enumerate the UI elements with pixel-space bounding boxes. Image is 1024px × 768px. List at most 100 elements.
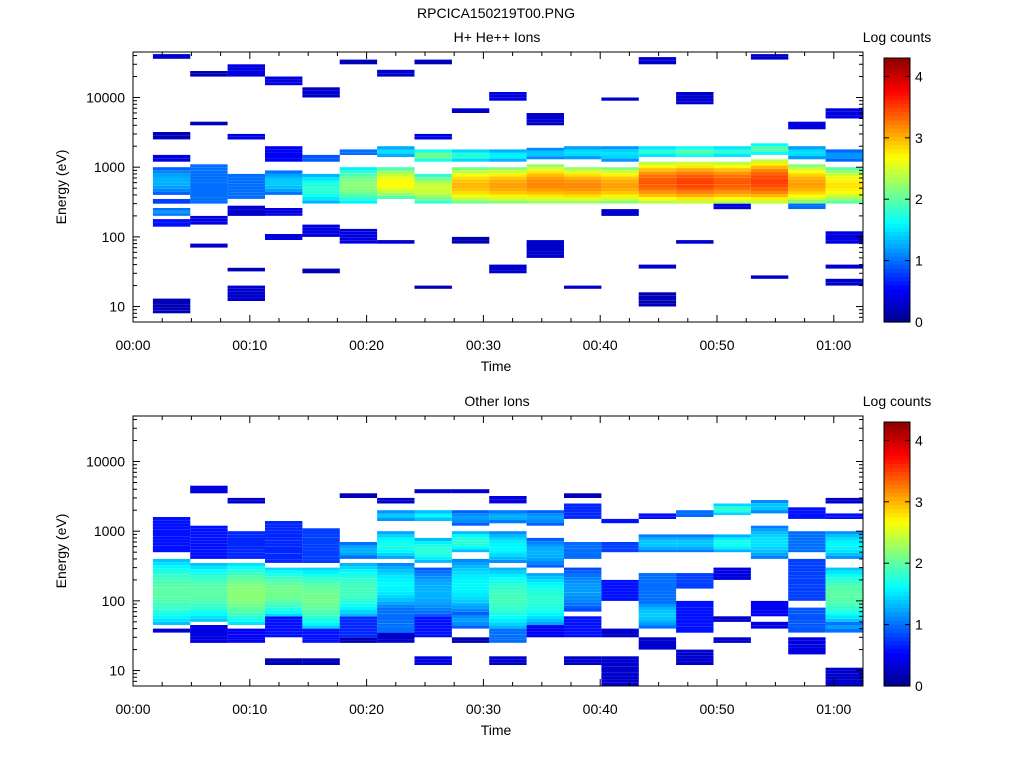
heatmap-cell (750, 168, 789, 172)
heatmap-cell (414, 582, 452, 586)
heatmap-cell (152, 599, 191, 603)
colorbar-swatch (884, 426, 910, 431)
heatmap-cell (377, 195, 415, 199)
heatmap-cell (564, 589, 602, 593)
heatmap-cell (750, 540, 789, 544)
heatmap-cell (750, 171, 789, 176)
heatmap-cell (564, 631, 602, 635)
heatmap-cell (489, 173, 527, 177)
heatmap-cell (227, 581, 265, 585)
heatmap-cell (788, 562, 826, 566)
heatmap-cell (638, 588, 677, 592)
heatmap-cell (676, 549, 714, 553)
colorbar-tick-label: 0 (915, 678, 923, 694)
heatmap-cell (713, 164, 751, 169)
heatmap-cell (601, 659, 639, 663)
colorbar-swatch (884, 161, 910, 166)
heatmap-cell (302, 580, 340, 584)
heatmap-cell (190, 525, 228, 529)
colorbar-swatch (884, 578, 910, 584)
heatmap-cell (750, 552, 789, 556)
heatmap-cell (152, 199, 191, 204)
colorbar-swatch (884, 177, 910, 183)
heatmap-cell (414, 662, 452, 665)
heatmap-cell (788, 194, 826, 198)
heatmap-cell (489, 599, 527, 603)
heatmap-cell (451, 593, 490, 597)
heatmap-cell (638, 174, 677, 178)
heatmap-cell (601, 200, 639, 204)
heatmap-cell (564, 185, 602, 189)
heatmap-cell (638, 168, 677, 172)
heatmap-cell (451, 574, 490, 578)
heatmap-cell (265, 567, 303, 571)
heatmap-cell (788, 125, 826, 130)
heatmap-cell (339, 631, 378, 635)
heatmap-cell (750, 531, 789, 535)
heatmap-cell (526, 564, 564, 568)
heatmap-cell (302, 615, 340, 619)
colorbar-tick-label: 2 (915, 191, 923, 207)
heatmap-cell (638, 597, 677, 601)
heatmap-cell (265, 579, 303, 583)
heatmap-cell (526, 246, 564, 249)
heatmap-cell (302, 183, 340, 188)
heatmap-cell (302, 590, 340, 594)
colorbar-swatch (884, 223, 910, 228)
heatmap-cell (265, 625, 303, 629)
heatmap-cell (526, 612, 564, 616)
heatmap-cell (526, 191, 564, 195)
heatmap-cell (302, 609, 340, 613)
heatmap-cell (227, 572, 265, 576)
heatmap-cell (227, 597, 265, 601)
heatmap-cell (302, 619, 340, 623)
heatmap-cell (489, 567, 527, 571)
heatmap-cell (377, 591, 415, 595)
heatmap-cell (414, 598, 452, 602)
heatmap-cell (638, 295, 677, 298)
heatmap-cell (564, 506, 602, 510)
heatmap-cell (190, 631, 228, 634)
heatmap-cell (676, 600, 714, 605)
heatmap-cell (713, 546, 751, 550)
heatmap-cell (601, 185, 639, 189)
heatmap-cell (526, 248, 564, 252)
heatmap-cell (265, 188, 303, 192)
heatmap-cell (377, 69, 415, 74)
colorbar-swatch (884, 422, 910, 427)
heatmap-cell (414, 631, 452, 635)
heatmap-cell (825, 516, 863, 519)
colorbar-swatch (884, 669, 910, 675)
heatmap-cell (676, 610, 714, 614)
heatmap-cell (227, 549, 265, 553)
heatmap-cell (377, 629, 415, 633)
heatmap-cell (638, 585, 677, 589)
heatmap-cell (526, 628, 564, 632)
heatmap-cell (489, 570, 527, 574)
heatmap-cell (339, 200, 378, 204)
heatmap-cell (265, 619, 303, 623)
heatmap-cell (302, 173, 340, 178)
heatmap-cell (825, 155, 863, 159)
heatmap-cell (564, 545, 602, 549)
heatmap-cell (152, 609, 191, 613)
heatmap-cell (339, 552, 378, 556)
heatmap-cell (152, 533, 191, 537)
heatmap-cell (825, 621, 863, 626)
heatmap-cell (713, 203, 751, 207)
y-tick-label: 10 (109, 299, 125, 315)
heatmap-cell (638, 582, 677, 586)
heatmap-cell (489, 496, 527, 500)
heatmap-cell (302, 90, 340, 95)
heatmap-cell (190, 489, 228, 494)
heatmap-cell (526, 597, 564, 601)
heatmap-cell (788, 594, 826, 598)
heatmap-cell (152, 520, 191, 524)
heatmap-cell (676, 573, 714, 577)
heatmap-cell (638, 610, 677, 614)
heatmap-cell (190, 176, 228, 180)
heatmap-cell (825, 570, 863, 574)
heatmap-cell (302, 622, 340, 626)
heatmap-cell (489, 513, 527, 517)
heatmap-cell (750, 149, 789, 152)
